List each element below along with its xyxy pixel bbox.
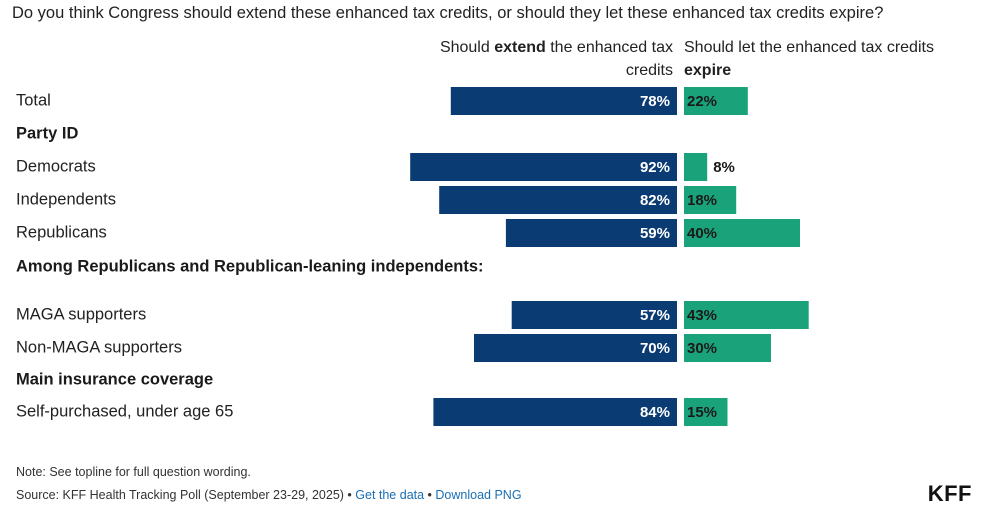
expire-bar — [684, 301, 809, 329]
expire-value-label: 8% — [713, 159, 735, 176]
download-png-link[interactable]: Download PNG — [435, 488, 522, 502]
row-label: MAGA supporters — [16, 305, 146, 323]
extend-value-label: 78% — [640, 93, 670, 110]
expire-header-pre: Should let the enhanced tax credits — [684, 39, 934, 56]
expire-bar — [684, 398, 728, 426]
extend-value-label: 59% — [640, 225, 670, 242]
row-label: Republicans — [16, 223, 107, 241]
row-label: Independents — [16, 190, 116, 208]
expire-value-label: 22% — [687, 93, 717, 110]
extend-header-post: the enhanced tax credits — [545, 39, 673, 79]
extend-bar — [433, 398, 677, 426]
separator: • — [424, 488, 436, 502]
extend-value-label: 92% — [640, 159, 670, 176]
expire-value-label: 40% — [687, 225, 717, 242]
extend-bar — [410, 153, 677, 181]
expire-column-header: Should let the enhanced tax credits expi… — [684, 36, 984, 82]
row-label: Self-purchased, under age 65 — [16, 402, 233, 420]
expire-value-label: 43% — [687, 307, 717, 324]
extend-column-header: Should extend the enhanced tax credits — [403, 36, 673, 82]
row-label: Democrats — [16, 157, 96, 175]
section-label: Main insurance coverage — [16, 370, 213, 388]
expire-header-bold: expire — [684, 62, 732, 79]
chart-title: Do you think Congress should extend thes… — [12, 4, 884, 22]
extend-header-pre: Should — [439, 39, 495, 56]
diverging-bar-chart: Total 78% 22% Party ID Democrats 92% 8% Indepen… — [16, 87, 809, 426]
section-label: Party ID — [16, 124, 78, 142]
row-label: Non-MAGA supporters — [16, 338, 182, 356]
row-label: Total — [16, 91, 51, 109]
expire-value-label: 15% — [687, 404, 717, 421]
footer-note: Note: See topline for full question word… — [16, 465, 251, 479]
separator: • — [343, 488, 356, 502]
extend-bar — [450, 87, 677, 115]
section-label: Among Republicans and Republican-leaning… — [16, 257, 484, 275]
expire-bar — [684, 153, 708, 181]
extend-value-label: 70% — [640, 340, 670, 357]
expire-value-label: 30% — [687, 340, 717, 357]
source-text: Source: KFF Health Tracking Poll (Septem… — [16, 488, 344, 502]
extend-bar — [505, 219, 677, 247]
expire-bar — [684, 87, 748, 115]
extend-bar — [439, 186, 677, 214]
get-the-data-link[interactable]: Get the data — [355, 488, 425, 502]
extend-value-label: 82% — [640, 192, 670, 209]
extend-value-label: 84% — [640, 404, 670, 421]
kff-logo: KFF — [927, 481, 972, 506]
extend-bar — [474, 334, 677, 362]
expire-value-label: 18% — [687, 192, 717, 209]
expire-bar — [684, 186, 737, 214]
expire-bar — [684, 219, 800, 247]
footer-source: Source: KFF Health Tracking Poll (Septem… — [16, 488, 522, 502]
extend-bar — [511, 301, 677, 329]
extend-header-bold: extend — [494, 39, 546, 56]
extend-value-label: 57% — [640, 307, 670, 324]
expire-bar — [684, 334, 771, 362]
